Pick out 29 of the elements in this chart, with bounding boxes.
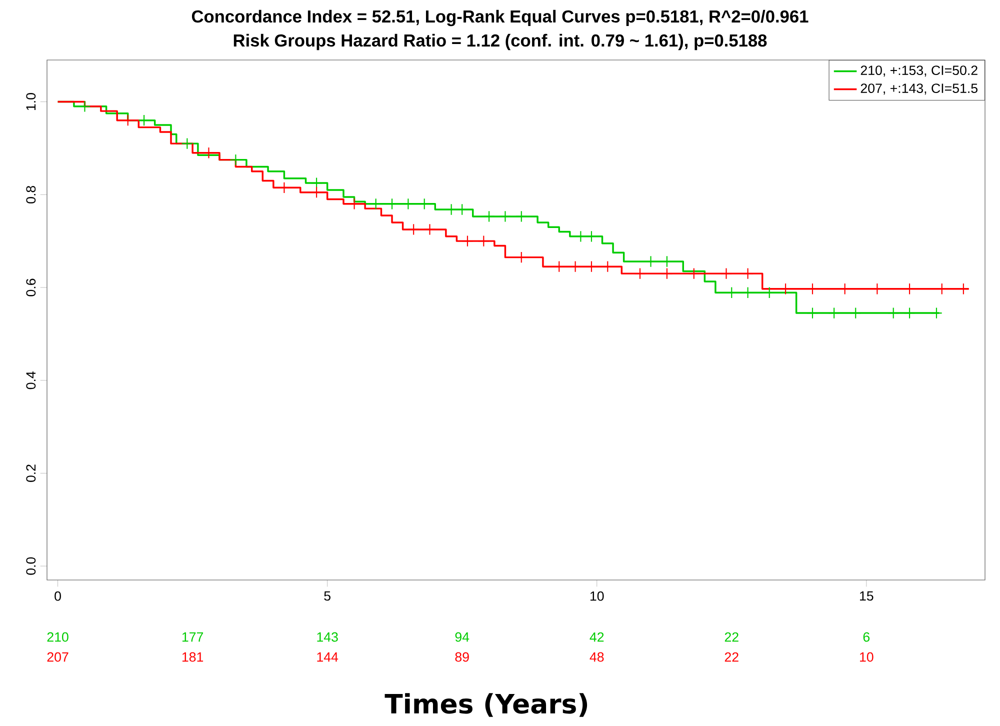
legend-label: 207, +:143, CI=51.5 (860, 84, 978, 95)
text: 89 (455, 652, 469, 662)
legend-label: 210, +:153, CI=50.2 (860, 66, 978, 77)
y-tick-label: 1.0 (26, 93, 36, 110)
y-tick-label: 0.4 (26, 371, 36, 390)
x-tick-label: 0 (54, 591, 61, 601)
text: 10 (860, 652, 874, 662)
text: 143 (317, 632, 338, 642)
x-tick-label: 10 (590, 591, 604, 601)
text: 22 (724, 652, 738, 662)
y-tick-label: 0.0 (26, 557, 36, 575)
y-tick-label: 0.8 (26, 186, 36, 204)
chart-subtitle: Risk Groups Hazard Ratio = 1.12 (conf. int. 0.79 ~ 1.61), p=0.5188 (234, 34, 767, 50)
text: 22 (724, 632, 738, 642)
x-tick-label: 15 (860, 591, 874, 601)
chart-title: Concordance Index = 52.51, Log-Rank Equal Curves p=0.5181, R^2=0/0.961 (192, 10, 808, 26)
text: 94 (455, 632, 470, 642)
y-tick-label: 0.2 (26, 464, 36, 482)
x-tick-label: 5 (324, 591, 330, 601)
y-tick-label: 0.6 (26, 278, 36, 296)
text: 6 (863, 632, 870, 642)
text: 177 (182, 632, 204, 642)
text: 181 (182, 652, 204, 662)
text: 42 (590, 632, 604, 642)
text: 144 (317, 652, 338, 662)
text: 210 (47, 632, 68, 642)
text: 207 (47, 652, 68, 662)
x-axis-title: Times (Years) (384, 693, 588, 717)
text: 48 (590, 652, 604, 662)
